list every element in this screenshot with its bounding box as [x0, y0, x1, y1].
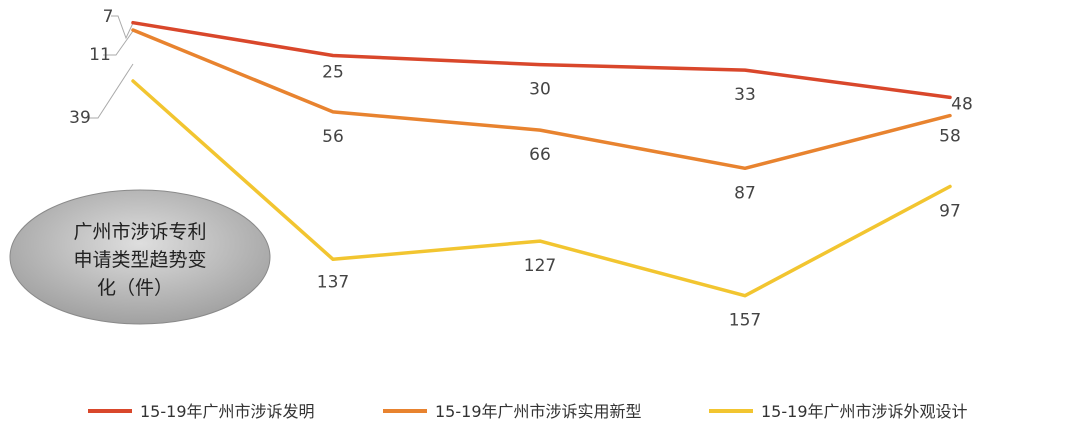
data-label: 25	[322, 63, 344, 83]
legend-label: 15-19年广州市涉诉发明	[140, 402, 315, 421]
data-label: 58	[939, 127, 961, 147]
legend-item: 15-19年广州市涉诉实用新型	[383, 402, 642, 421]
title-ellipse	[9, 189, 271, 325]
title-line-1: 广州市涉诉专利	[73, 221, 206, 243]
data-label: 39	[69, 108, 91, 128]
title-line-3: 化（件）	[97, 277, 173, 299]
data-label: 48	[951, 94, 973, 114]
data-label: 56	[322, 127, 344, 147]
legend-label: 15-19年广州市涉诉实用新型	[435, 402, 642, 421]
series-line	[131, 28, 952, 171]
series-layer	[131, 20, 952, 298]
title-line-2: 申请类型趋势变	[73, 249, 206, 271]
legend-item: 15-19年广州市涉诉发明	[88, 402, 315, 421]
data-labels: 7 25 30 33 48 11 56 66 87 58 39 137 127 157 97	[69, 7, 973, 331]
data-label: 87	[734, 183, 756, 203]
legend-label: 15-19年广州市涉诉外观设计	[761, 402, 968, 421]
data-label: 97	[939, 202, 961, 222]
leader-line	[103, 30, 134, 56]
data-label: 11	[89, 45, 111, 65]
data-label: 30	[529, 80, 551, 100]
series-line	[131, 79, 952, 298]
series-line	[131, 20, 952, 100]
data-label: 66	[529, 145, 551, 165]
chart-title: 广州市涉诉专利 申请类型趋势变 化（件）	[9, 189, 271, 325]
leader-line	[84, 63, 134, 119]
leader-line	[111, 15, 134, 40]
data-label: 127	[524, 256, 556, 276]
data-label: 157	[729, 311, 761, 331]
legend: 15-19年广州市涉诉发明 15-19年广州市涉诉实用新型 15-19年广州市涉诉外…	[88, 402, 968, 421]
data-label: 7	[103, 7, 114, 27]
data-label: 137	[317, 272, 349, 292]
legend-item: 15-19年广州市涉诉外观设计	[709, 402, 968, 421]
label-leader-lines	[84, 15, 134, 119]
data-label: 33	[734, 85, 756, 105]
